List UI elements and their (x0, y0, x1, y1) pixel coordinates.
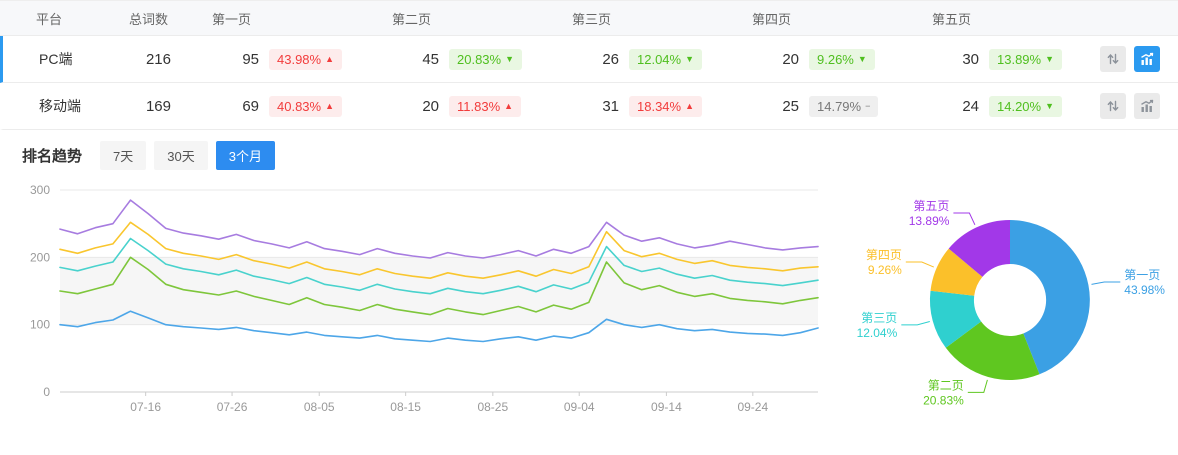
trend-arrow-icon: ▲ (685, 100, 695, 111)
header-page-3: 第三页 (572, 11, 612, 27)
change-badge: 13.89% ▼ (989, 48, 1063, 70)
change-percent: 18.34% (637, 98, 682, 114)
charts-area: 0 100 200 300 07-16 07-26 08-05 08-15 08-25 09-04… (0, 178, 1178, 438)
page4-cell: 20 9.26% ▼ (731, 48, 911, 70)
page-count: 20 (782, 50, 799, 68)
change-percent: 43.98% (277, 51, 322, 67)
page3-cell: 26 12.04% ▼ (551, 48, 731, 70)
svg-text:08-15: 08-15 (390, 400, 421, 414)
page1-cell: 69 40.83% ▲ (191, 95, 371, 117)
total-words-value: 169 (145, 97, 171, 115)
change-badge: 14.79% − (809, 95, 879, 117)
bar-chart-icon (1141, 52, 1154, 65)
page-count: 45 (422, 50, 439, 68)
change-badge: 43.98% ▲ (269, 48, 343, 70)
trend-header: 排名趋势 7天 30天 3个月 (0, 130, 1178, 178)
page-count: 69 (242, 97, 259, 115)
change-badge: 9.26% ▼ (809, 48, 875, 70)
change-badge: 18.34% ▲ (629, 95, 703, 117)
trend-arrow-icon: ▲ (325, 100, 335, 111)
trend-arrow-icon: ▼ (1045, 53, 1055, 64)
svg-text:07-16: 07-16 (130, 400, 161, 414)
trend-arrow-icon: ▼ (505, 53, 515, 64)
trend-arrow-icon: ▼ (1045, 100, 1055, 111)
page-count: 95 (242, 50, 259, 68)
svg-text:07-26: 07-26 (217, 400, 248, 414)
table-header-row: 平台 总词数 第一页 第二页 第三页 第四页 第五页 (0, 1, 1178, 36)
change-percent: 11.83% (457, 98, 501, 114)
change-badge: 40.83% ▲ (269, 95, 343, 117)
change-percent: 13.89% (997, 51, 1042, 67)
change-percent: 20.83% (457, 51, 502, 67)
trend-line-chart: 0 100 200 300 07-16 07-26 08-05 08-15 08-25 09-04… (30, 183, 819, 414)
sort-compare-button[interactable] (1100, 46, 1126, 72)
platform-label: PC端 (39, 51, 73, 67)
bar-chart-icon (1141, 99, 1154, 112)
trend-arrow-icon: ▼ (685, 53, 695, 64)
page1-cell: 95 43.98% ▲ (191, 48, 371, 70)
trend-chart-button[interactable] (1134, 46, 1160, 72)
page-count: 24 (962, 97, 979, 115)
page-count: 31 (602, 97, 619, 115)
trend-chart-button[interactable] (1134, 93, 1160, 119)
tab-3-months[interactable]: 3个月 (215, 141, 275, 170)
sort-compare-button[interactable] (1100, 93, 1126, 119)
header-page-5: 第五页 (932, 11, 972, 27)
change-percent: 9.26% (817, 51, 854, 67)
trend-section-title: 排名趋势 (22, 148, 83, 165)
svg-text:100: 100 (30, 318, 50, 332)
total-words-value: 216 (145, 50, 171, 68)
page3-cell: 31 18.34% ▲ (551, 95, 731, 117)
page-count: 20 (422, 97, 439, 115)
change-badge: 20.83% ▼ (449, 48, 523, 70)
change-badge: 12.04% ▼ (629, 48, 703, 70)
change-percent: 12.04% (637, 51, 682, 67)
svg-text:300: 300 (30, 183, 50, 197)
page-share-donut-chart: 第一页 43.98% 第二页 20.83% 第三页 12.04% 第四页 9.26%第五页 13… (857, 199, 1166, 407)
svg-text:09-14: 09-14 (651, 400, 682, 414)
change-percent: 14.20% (997, 98, 1042, 114)
page4-cell: 25 14.79% − (731, 95, 911, 117)
svg-text:09-04: 09-04 (564, 400, 595, 414)
up-down-arrows-icon (1107, 100, 1119, 112)
header-platform: 平台 (36, 11, 63, 27)
header-page-4: 第四页 (752, 11, 792, 27)
table-row-mobile[interactable]: 移动端 169 69 40.83% ▲ 20 11.83% ▲ 31 18.34% ▲… (0, 83, 1178, 130)
page-count: 30 (962, 50, 979, 68)
svg-text:08-25: 08-25 (477, 400, 508, 414)
svg-text:0: 0 (43, 385, 50, 399)
svg-text:200: 200 (30, 250, 50, 264)
change-badge: 14.20% ▼ (989, 95, 1063, 117)
tab-30-days[interactable]: 30天 (154, 141, 208, 170)
page-count: 25 (782, 97, 799, 115)
svg-text:08-05: 08-05 (304, 400, 335, 414)
page2-cell: 45 20.83% ▼ (371, 48, 551, 70)
trend-arrow-icon: ▲ (325, 53, 335, 64)
tab-7-days[interactable]: 7天 (100, 141, 147, 170)
header-page-1: 第一页 (212, 11, 252, 27)
trend-arrow-icon: ▼ (857, 53, 867, 64)
change-percent: 14.79% (817, 98, 862, 114)
up-down-arrows-icon (1107, 53, 1119, 65)
change-percent: 40.83% (277, 98, 322, 114)
page5-cell: 30 13.89% ▼ (911, 48, 1091, 70)
page2-cell: 20 11.83% ▲ (371, 95, 551, 117)
trend-arrow-icon: ▲ (504, 100, 514, 111)
page5-cell: 24 14.20% ▼ (911, 95, 1091, 117)
page-count: 26 (602, 50, 619, 68)
change-badge: 11.83% ▲ (449, 95, 522, 117)
platform-label: 移动端 (39, 98, 81, 114)
header-total-words: 总词数 (128, 11, 168, 27)
table-row-pc[interactable]: PC端 216 95 43.98% ▲ 45 20.83% ▼ 26 12.04% ▼… (0, 36, 1178, 83)
header-page-2: 第二页 (392, 11, 432, 27)
svg-text:09-24: 09-24 (737, 400, 768, 414)
rank-table: 平台 总词数 第一页 第二页 第三页 第四页 第五页 PC端 216 95 43… (0, 1, 1178, 130)
trend-arrow-icon: − (865, 100, 871, 111)
